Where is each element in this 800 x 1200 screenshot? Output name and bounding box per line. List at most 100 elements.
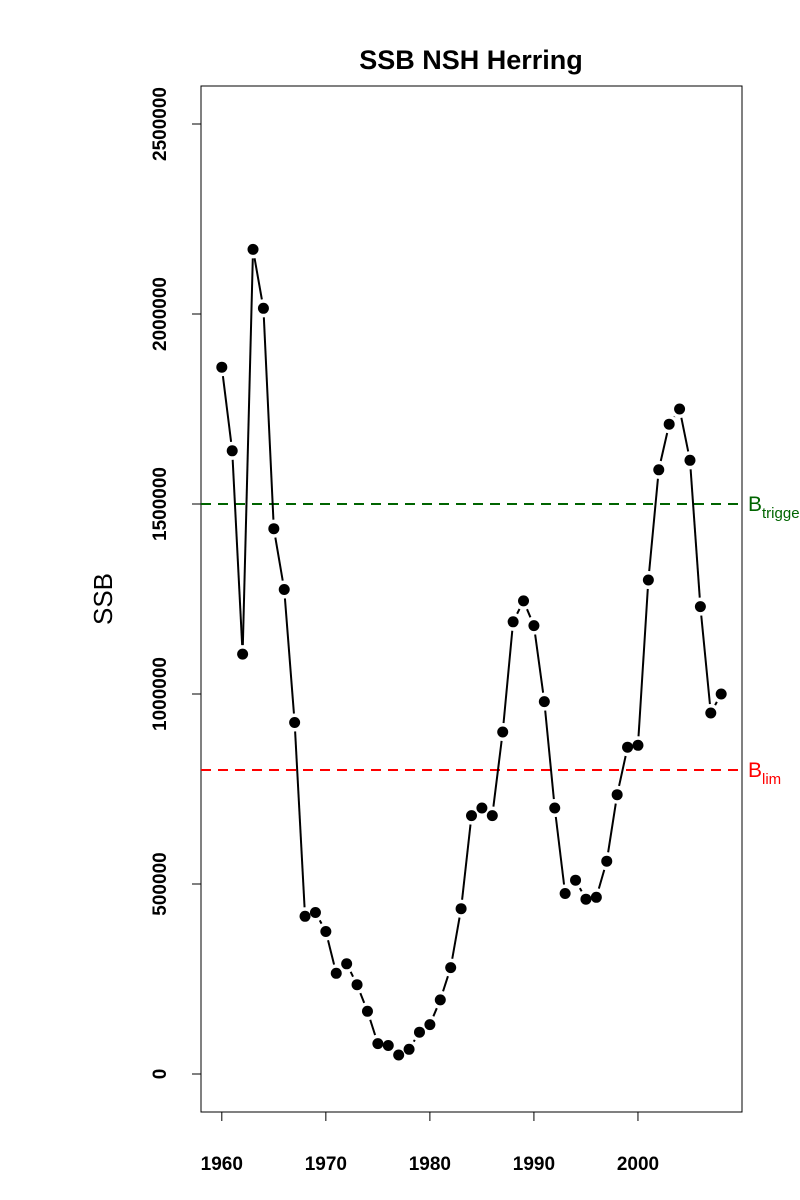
data-point (476, 802, 488, 814)
data-point (497, 726, 509, 738)
data-point (653, 464, 665, 476)
series-segment (327, 939, 336, 965)
data-point (601, 855, 613, 867)
data-point (341, 958, 353, 970)
series-segment (597, 869, 606, 889)
x-tick-label: 1980 (409, 1154, 451, 1175)
data-point (486, 810, 498, 822)
data-point (278, 584, 290, 595)
y-tick-label: 0 (150, 1069, 171, 1080)
data-point (590, 891, 602, 903)
series-segment (349, 971, 354, 978)
data-point (528, 620, 540, 632)
data-point (393, 1049, 405, 1061)
series-segment (648, 478, 659, 572)
data-point (570, 874, 582, 886)
data-point (424, 1019, 436, 1031)
series-segment (689, 469, 701, 598)
series-segment (659, 432, 669, 462)
data-point (559, 888, 571, 899)
series-segment (544, 710, 555, 800)
data-point (705, 707, 717, 719)
data-point (216, 361, 228, 373)
y-tick-label: 1500000 (150, 467, 171, 541)
data-point (247, 243, 259, 255)
data-point (330, 967, 342, 979)
series-segment (516, 608, 521, 615)
data-point (361, 1005, 373, 1017)
data-point (299, 910, 311, 922)
data-point (632, 739, 644, 751)
data-point (289, 717, 301, 728)
series-segment (637, 588, 649, 737)
series-segment (432, 1007, 438, 1017)
x-tick-label: 2000 (617, 1154, 659, 1175)
series-segment (607, 803, 617, 853)
data-point (434, 994, 446, 1006)
data-point (226, 445, 238, 457)
data-point (445, 962, 457, 974)
y-axis: 0 500000 1000000 1500000 2000000 2500000 (150, 87, 202, 1080)
series-segment (221, 376, 233, 442)
reference-lines: Btrigger Blim (201, 493, 800, 788)
series-segment (369, 1019, 377, 1036)
data-point (372, 1038, 384, 1050)
data-point (382, 1040, 394, 1051)
y-tick-label: 2000000 (150, 277, 171, 351)
series-segment (442, 975, 449, 992)
series-segment (262, 317, 275, 520)
series-segment (714, 701, 718, 706)
data-point (466, 810, 477, 822)
data-point (580, 893, 592, 905)
data-point (257, 302, 269, 314)
series-segment (283, 598, 295, 714)
data-point (674, 403, 686, 415)
series-segment (461, 824, 472, 900)
x-axis: 1960 1970 1980 1990 2000 (201, 1111, 659, 1175)
series-segment (534, 634, 545, 693)
y-tick-label: 500000 (150, 852, 171, 915)
series-segment (578, 887, 583, 892)
data-point (237, 648, 249, 660)
series-segment (274, 537, 284, 581)
data-point (403, 1043, 415, 1055)
data-point (694, 601, 706, 613)
data-point (507, 616, 519, 628)
series-segment (412, 1039, 416, 1043)
data-point (455, 903, 467, 915)
data-point (538, 696, 550, 708)
data-point (642, 574, 654, 586)
series-points (216, 243, 727, 1061)
data-point (622, 741, 634, 753)
series-segment (700, 615, 711, 705)
y-axis-label: SSB (88, 573, 118, 625)
x-tick-label: 1990 (513, 1154, 555, 1175)
series-segment (253, 258, 263, 300)
series-segment (618, 755, 627, 787)
series-segment (451, 917, 461, 959)
series-segment (554, 816, 566, 885)
series-segment (241, 258, 254, 646)
series-segment (359, 992, 366, 1004)
data-point (518, 595, 530, 607)
data-point (684, 454, 696, 466)
data-point (320, 926, 332, 937)
series-segment (294, 731, 306, 908)
data-point (268, 523, 280, 535)
data-point (413, 1026, 425, 1038)
series-segment (231, 459, 244, 646)
reference-label-lim: Blim (748, 759, 781, 788)
y-tick-label: 2500000 (150, 87, 171, 161)
series-line (221, 258, 718, 1043)
reference-label-trigger: Btrigger (748, 493, 800, 522)
x-tick-label: 1960 (201, 1154, 243, 1175)
data-point (611, 789, 623, 801)
data-point (549, 802, 561, 814)
series-segment (492, 740, 503, 807)
data-point (663, 418, 675, 430)
series-segment (680, 417, 690, 452)
x-tick-label: 1970 (305, 1154, 347, 1175)
chart-title: SSB NSH Herring (359, 45, 583, 75)
